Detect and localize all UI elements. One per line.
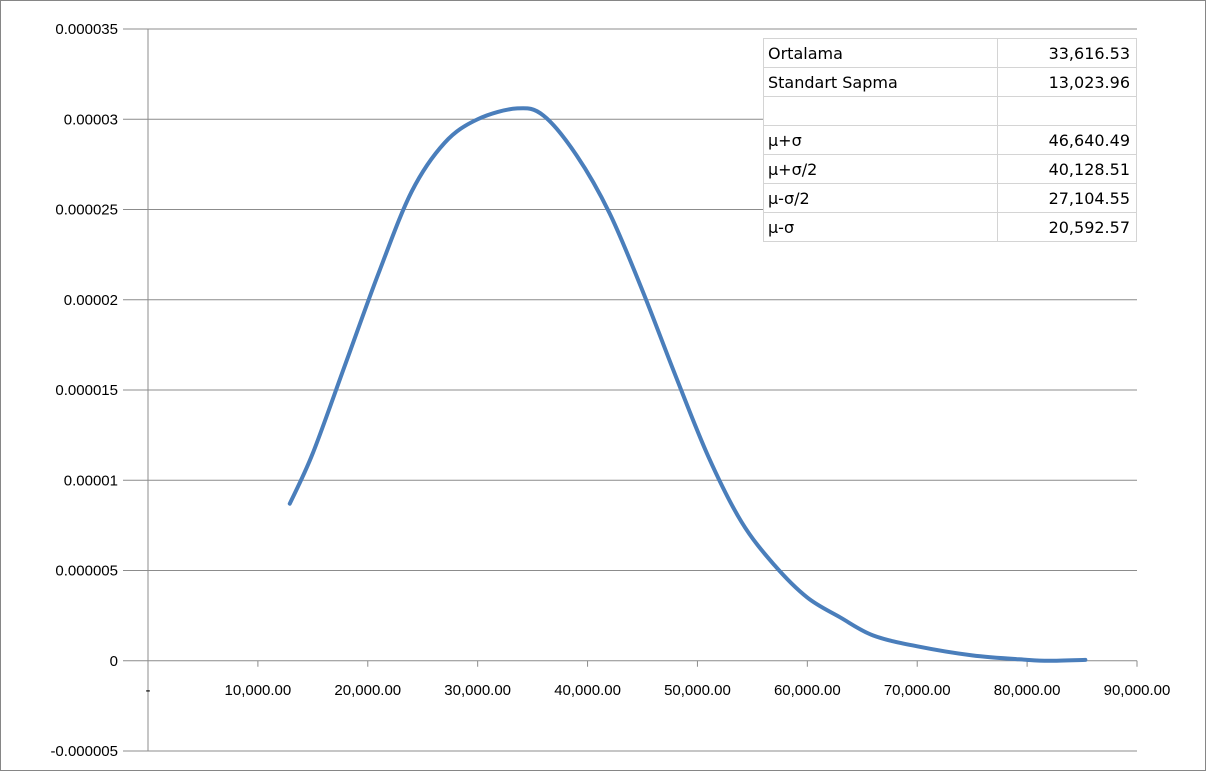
stats-value: 40,128.51 [997, 154, 1137, 184]
x-tick-label: - [146, 682, 151, 699]
stats-value: 46,640.49 [997, 125, 1137, 155]
y-tick-label: 0.000025 [55, 202, 118, 219]
y-tick-label: 0 [110, 653, 118, 670]
x-tick-label: 30,000.00 [444, 682, 511, 699]
x-tick-label: 40,000.00 [554, 682, 621, 699]
y-tick-label: 0.000015 [55, 382, 118, 399]
y-tick-label: 0.00003 [64, 111, 118, 128]
stats-label: μ-σ [763, 212, 998, 242]
stats-label: μ+σ/2 [763, 154, 998, 184]
x-axis-ticks: - 10,000.00 20,000.00 30,000.00 40,000.00 50,… [146, 660, 1171, 699]
stats-row-stddev: Standart Sapma 13,023.96 [763, 67, 1137, 97]
stats-label: μ+σ [763, 125, 998, 155]
series-layer [287, 106, 1088, 663]
stats-value: 27,104.55 [997, 183, 1137, 213]
stats-row-mu-plus-sigma: μ+σ 46,640.49 [763, 125, 1137, 155]
stats-value: 20,592.57 [997, 212, 1137, 242]
series-line [287, 106, 1088, 663]
y-axis-ticks: -0.000005 0 0.000005 0.00001 0.000015 0.00002… [50, 21, 118, 760]
stats-value: 33,616.53 [997, 38, 1137, 68]
stats-table: Ortalama 33,616.53 Standart Sapma 13,023… [763, 38, 1137, 242]
y-tick-label: -0.000005 [50, 743, 118, 760]
y-tick-label: 0.00001 [64, 472, 118, 489]
stats-row-mean: Ortalama 33,616.53 [763, 38, 1137, 68]
stats-row-empty [763, 96, 1137, 126]
stats-value: 13,023.96 [997, 67, 1137, 97]
stats-label [763, 96, 998, 126]
stats-value [997, 96, 1137, 126]
y-tick-label: 0.000035 [55, 21, 118, 38]
x-tick-label: 20,000.00 [334, 682, 401, 699]
x-tick-label: 60,000.00 [774, 682, 841, 699]
x-tick-label: 10,000.00 [225, 682, 292, 699]
stats-label: Standart Sapma [763, 67, 998, 97]
stats-row-mu-plus-half-sigma: μ+σ/2 40,128.51 [763, 154, 1137, 184]
y-tick-label: 0.00002 [64, 292, 118, 309]
x-tick-label: 80,000.00 [994, 682, 1061, 699]
stats-row-mu-minus-sigma: μ-σ 20,592.57 [763, 212, 1137, 242]
stats-label: μ-σ/2 [763, 183, 998, 213]
x-tick-label: 50,000.00 [664, 682, 731, 699]
gridlines [123, 28, 1137, 752]
x-tick-label: 90,000.00 [1104, 682, 1171, 699]
stats-row-mu-minus-half-sigma: μ-σ/2 27,104.55 [763, 183, 1137, 213]
y-tick-label: 0.000005 [55, 563, 118, 580]
stats-label: Ortalama [763, 38, 998, 68]
x-tick-label: 70,000.00 [884, 682, 951, 699]
